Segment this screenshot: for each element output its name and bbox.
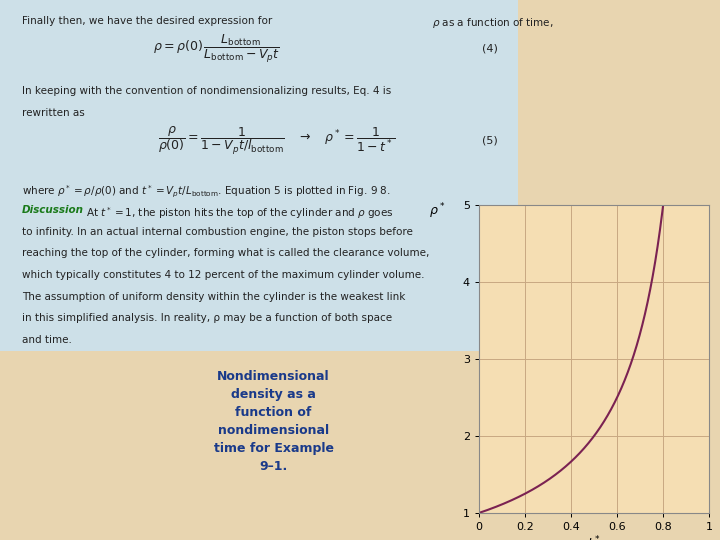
Text: Discussion: Discussion <box>22 205 84 215</box>
Text: in this simplified analysis. In reality, ρ may be a function of both space: in this simplified analysis. In reality,… <box>22 313 392 323</box>
Text: The assumption of uniform density within the cylinder is the weakest link: The assumption of uniform density within… <box>22 292 405 302</box>
Text: Nondimensional
density as a
function of
nondimensional
time for Example
9–1.: Nondimensional density as a function of … <box>214 370 333 472</box>
Text: Finally then, we have the desired expression for: Finally then, we have the desired expres… <box>22 16 272 26</box>
Text: rewritten as: rewritten as <box>22 108 84 118</box>
Text: and time.: and time. <box>22 335 71 345</box>
Text: (4): (4) <box>482 44 498 53</box>
Text: which typically constitutes 4 to 12 percent of the maximum cylinder volume.: which typically constitutes 4 to 12 perc… <box>22 270 424 280</box>
Text: $\rho$ as a function of time,: $\rho$ as a function of time, <box>432 16 554 30</box>
Text: $\rho = \rho(0)\,\dfrac{L_{\rm bottom}}{L_{\rm bottom} - V_p t}$: $\rho = \rho(0)\,\dfrac{L_{\rm bottom}}{… <box>153 32 279 65</box>
Text: At $t^* = 1$, the piston hits the top of the cylinder and $\rho$ goes: At $t^* = 1$, the piston hits the top of… <box>86 205 394 221</box>
Text: to infinity. In an actual internal combustion engine, the piston stops before: to infinity. In an actual internal combu… <box>22 227 413 237</box>
Text: reaching the top of the cylinder, forming what is called the clearance volume,: reaching the top of the cylinder, formin… <box>22 248 429 259</box>
Text: (5): (5) <box>482 136 498 145</box>
Y-axis label: $\rho^*$: $\rho^*$ <box>429 201 446 220</box>
Text: where $\rho^* = \rho/\rho(0)$ and $t^* = V_p t/L_{\rm bottom}$. Equation 5 is pl: where $\rho^* = \rho/\rho(0)$ and $t^* =… <box>22 184 390 200</box>
X-axis label: $t^*$: $t^*$ <box>588 535 600 540</box>
Text: $\dfrac{\rho}{\rho(0)} = \dfrac{1}{1 - V_p t/l_{\rm bottom}}$$\quad \rightarrow : $\dfrac{\rho}{\rho(0)} = \dfrac{1}{1 - V… <box>158 124 396 157</box>
Text: In keeping with the convention of nondimensionalizing results, Eq. 4 is: In keeping with the convention of nondim… <box>22 86 391 97</box>
